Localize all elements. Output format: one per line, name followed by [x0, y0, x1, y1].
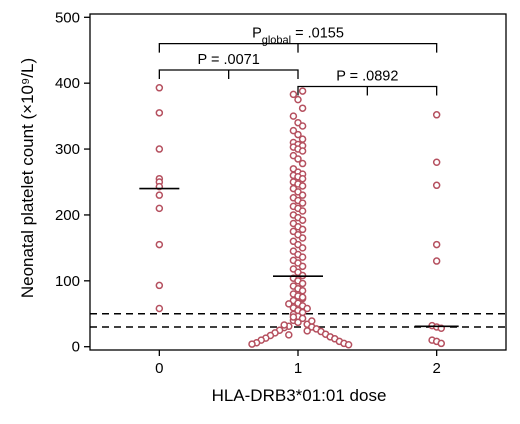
- data-point: [298, 122, 307, 130]
- data-point: [432, 240, 441, 249]
- data-point: [303, 304, 311, 313]
- data-point: [289, 313, 298, 321]
- data-point: [289, 112, 298, 120]
- data-point: [289, 126, 298, 135]
- x-tick-label: 1: [294, 360, 302, 377]
- data-point: [437, 339, 446, 348]
- x-tick-label: 0: [155, 360, 163, 377]
- data-point: [285, 331, 293, 339]
- data-point: [298, 216, 307, 224]
- data-point: [155, 204, 164, 213]
- data-point: [155, 84, 164, 92]
- data-point: [298, 207, 307, 215]
- data-point: [344, 340, 353, 349]
- median-lines: [139, 187, 459, 328]
- data-point: [432, 181, 441, 190]
- y-axis-label: Neonatal platelet count (×10⁹/L): [18, 58, 37, 298]
- data-point: [155, 281, 164, 290]
- data-point: [298, 87, 307, 95]
- data-point: [155, 109, 164, 117]
- y-axis: 0 100 200 300 400 500: [55, 9, 90, 356]
- data-point: [432, 111, 441, 119]
- x-axis: 0 1 2: [155, 350, 441, 377]
- data-point: [294, 130, 302, 139]
- data-point: [298, 244, 307, 252]
- data-point: [155, 145, 164, 153]
- data-point: [280, 321, 288, 329]
- data-point: [432, 158, 441, 166]
- y-tick-label: 100: [55, 273, 80, 290]
- data-point: [294, 155, 302, 163]
- data-point: [298, 104, 307, 112]
- data-point: [155, 304, 164, 313]
- data-point: [298, 159, 307, 168]
- data-point: [155, 240, 164, 249]
- data-point: [285, 300, 293, 308]
- data-point: [298, 147, 307, 155]
- data-point: [298, 225, 307, 234]
- data-point: [294, 95, 302, 104]
- data-point: [248, 340, 256, 348]
- data-point: [298, 174, 307, 183]
- data-point: [432, 257, 441, 265]
- data-point: [298, 262, 307, 271]
- data-point: [298, 253, 307, 261]
- data-point: [298, 191, 307, 199]
- data-point: [298, 279, 307, 288]
- data-point: [298, 199, 307, 207]
- y-tick-label: 300: [55, 141, 80, 158]
- data-point: [294, 318, 302, 327]
- data-point: [289, 90, 298, 99]
- data-point: [298, 182, 307, 190]
- data-point: [298, 293, 307, 302]
- data-point: [303, 327, 311, 335]
- data-point: [155, 191, 164, 199]
- data-point: [298, 286, 307, 295]
- data-point: [298, 314, 307, 323]
- x-tick-label: 2: [432, 360, 440, 377]
- data-point: [298, 234, 307, 242]
- x-axis-label: HLA-DRB3*01:01 dose: [212, 386, 387, 405]
- y-tick-label: 400: [55, 75, 80, 92]
- y-tick-label: 500: [55, 9, 80, 26]
- p-value-label: Pglobal = .0155: [252, 26, 344, 47]
- data-point: [298, 135, 307, 143]
- p-value-label: P = .0892: [336, 68, 398, 84]
- y-tick-label: 0: [72, 339, 80, 356]
- p-value-label: P = .0071: [198, 52, 260, 68]
- significance-brackets: Pglobal = .0155 P = .0071 P = .0892: [158, 26, 438, 96]
- data-points: [155, 84, 446, 349]
- y-tick-label: 200: [55, 207, 80, 224]
- data-point: [308, 317, 316, 325]
